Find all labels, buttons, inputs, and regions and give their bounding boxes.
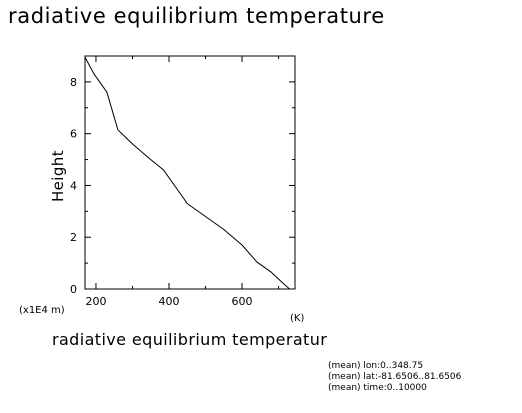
axis-ticks <box>85 56 295 290</box>
x-tick-label-200: 200 <box>85 295 106 308</box>
series-line-0 <box>84 57 290 290</box>
meta-line-lat: (mean) lat:-81.6506..81.6506 <box>328 372 462 382</box>
x-tick-label-400: 400 <box>159 295 180 308</box>
x-axis-unit: (K) <box>290 313 305 324</box>
tick-labels: 200 400 600 0 2 4 6 8 <box>70 76 253 308</box>
plot-frame <box>84 55 296 290</box>
y-tick-label-2: 2 <box>70 231 77 244</box>
meta-line-time: (mean) time:0..10000 <box>328 383 427 393</box>
series-layer <box>84 57 290 290</box>
y-axis-unit: (x1E4 m) <box>19 305 65 316</box>
x-tick-label-600: 600 <box>232 295 253 308</box>
y-tick-label-6: 6 <box>70 128 77 141</box>
y-tick-label-4: 4 <box>70 179 77 192</box>
y-tick-label-8: 8 <box>70 76 77 89</box>
y-axis-title: Height <box>49 150 67 202</box>
x-axis-title: radiative equilibrium temperatur <box>52 330 328 349</box>
meta-annotations: (mean) lon:0..348.75 (mean) lat:-81.6506… <box>328 361 461 394</box>
page-title: radiative equilibrium temperature <box>8 4 385 28</box>
y-tick-label-0: 0 <box>70 283 77 296</box>
meta-line-lon: (mean) lon:0..348.75 <box>328 361 424 371</box>
